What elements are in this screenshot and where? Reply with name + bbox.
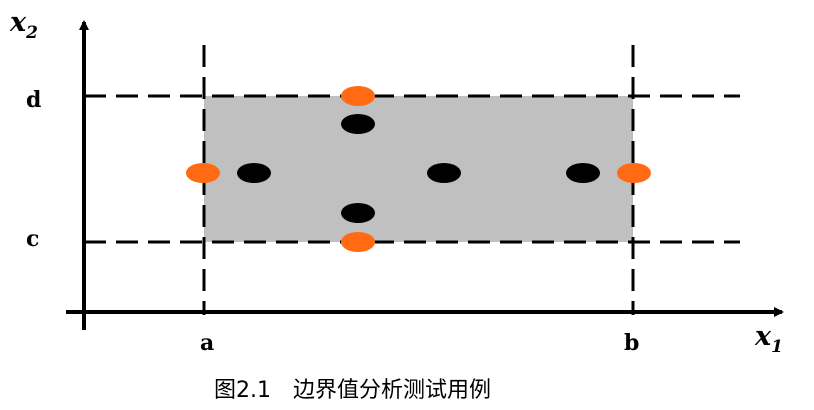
label-a: a [200, 330, 214, 356]
label-c: c [26, 226, 39, 252]
x2-axis-label: x2 [9, 7, 38, 43]
boundary-point-top [341, 86, 375, 106]
figure-caption: 图2.1 边界值分析测试用例 [214, 378, 491, 403]
interior-point-center [427, 163, 461, 183]
x1-axis-subscript: 1 [771, 337, 783, 357]
label-b: b [624, 330, 639, 356]
interior-point-upper [341, 114, 375, 134]
boundary-point-right [617, 163, 651, 183]
x1-axis-label: x1 [754, 321, 783, 357]
boundary-point-left [186, 163, 220, 183]
interior-point-left [237, 163, 271, 183]
valid-region [204, 96, 633, 242]
boundary-point-bottom [341, 232, 375, 252]
interior-point-right [566, 163, 600, 183]
label-d: d [26, 87, 41, 113]
interior-point-lower [341, 203, 375, 223]
x2-axis-subscript: 2 [25, 23, 38, 43]
